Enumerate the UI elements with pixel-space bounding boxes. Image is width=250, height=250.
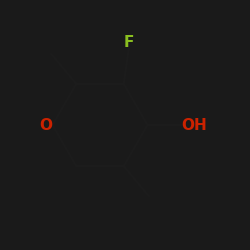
Text: O: O: [39, 118, 52, 132]
Text: OH: OH: [181, 118, 207, 132]
Text: F: F: [124, 35, 134, 50]
